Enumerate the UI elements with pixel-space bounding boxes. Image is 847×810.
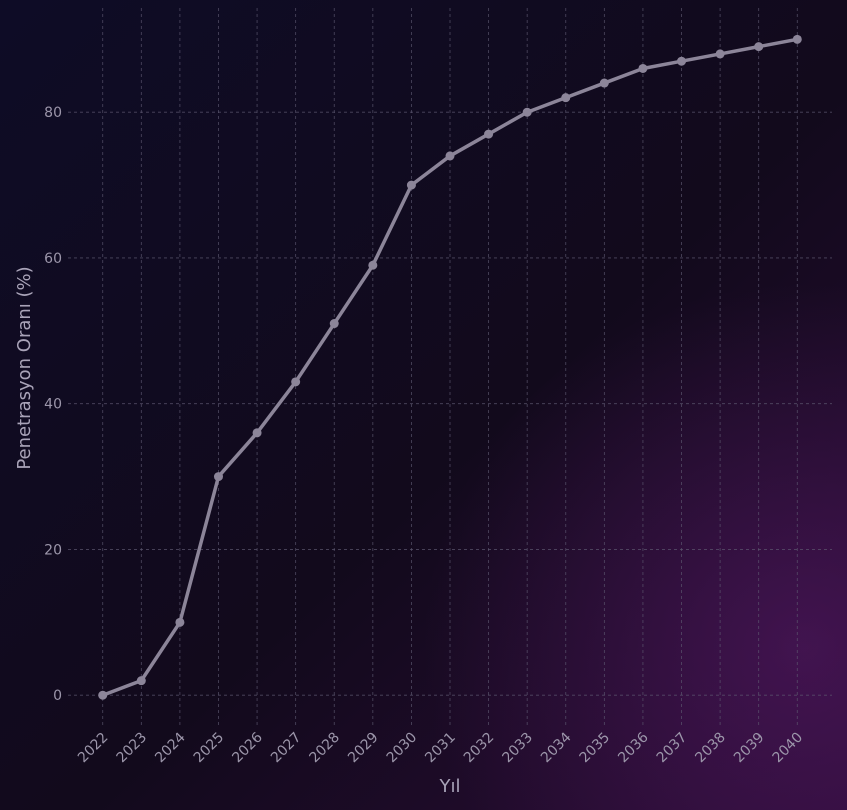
data-point: [792, 34, 802, 44]
data-point: [406, 180, 416, 190]
y-tick-label: 20: [44, 542, 62, 558]
data-point: [329, 319, 339, 329]
data-point: [754, 42, 764, 52]
y-axis-label: Penetrasyon Oranı (%): [14, 266, 35, 469]
data-point: [291, 377, 301, 387]
x-axis-label: Yıl: [439, 776, 461, 797]
y-tick-label: 40: [44, 397, 62, 413]
data-point: [677, 56, 687, 66]
data-point: [213, 472, 223, 482]
data-point: [638, 63, 648, 73]
y-tick-label: 0: [53, 688, 62, 704]
data-point: [522, 107, 532, 117]
data-point: [599, 78, 609, 88]
data-point: [136, 676, 146, 686]
data-point: [561, 93, 571, 103]
y-tick-label: 80: [44, 105, 62, 121]
data-point: [484, 129, 494, 139]
data-point: [175, 617, 185, 627]
data-point: [98, 690, 108, 700]
data-point: [445, 151, 455, 161]
data-point: [368, 260, 378, 270]
data-point: [715, 49, 725, 59]
data-point: [252, 428, 262, 438]
y-tick-label: 60: [44, 251, 62, 267]
